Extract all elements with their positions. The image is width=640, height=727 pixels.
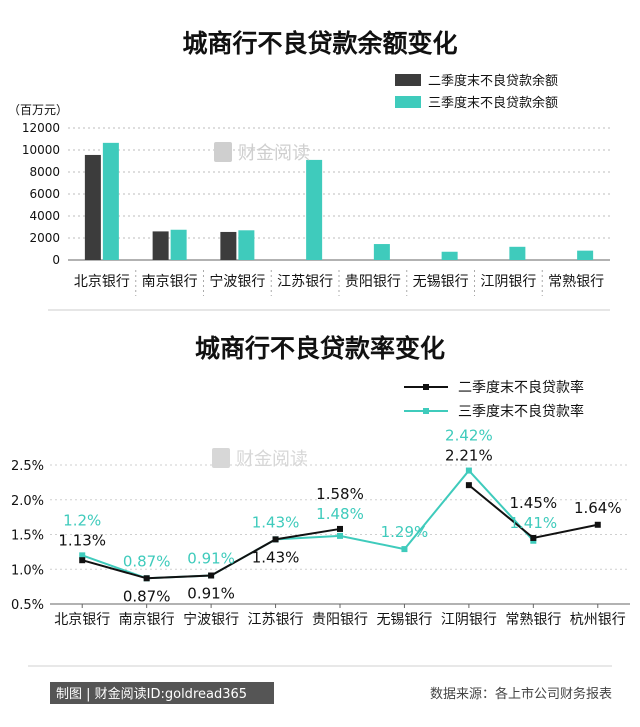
data-label-q2: 1.64%	[574, 499, 622, 517]
bar-q3	[441, 251, 458, 260]
data-point-q2	[272, 536, 279, 543]
bar-y-tick-label: 10000	[22, 143, 60, 157]
bar-y-tick-label: 12000	[22, 121, 60, 135]
line-x-tick-label: 南京银行	[119, 612, 175, 628]
bar-q3	[170, 229, 187, 260]
line-chart: 城商行不良贷款率变化二季度末不良贷款率三季度末不良贷款率0.5%1.0%1.5%…	[11, 334, 630, 628]
legend-swatch-1	[395, 74, 421, 86]
data-point-q2	[530, 534, 537, 541]
data-label-q3: 0.87%	[123, 552, 171, 570]
data-label-q3: 0.91%	[187, 550, 235, 568]
legend-label-1: 二季度末不良贷款率	[458, 379, 584, 396]
data-point-q3	[401, 546, 408, 553]
bar-q2	[220, 231, 237, 260]
data-point-q2	[79, 557, 86, 564]
data-label-q2: 0.87%	[123, 587, 171, 605]
data-label-q3: 1.29%	[381, 523, 429, 541]
data-label-q3: 1.43%	[252, 513, 300, 531]
footer-source-text: 数据来源：各上市公司财务报表	[430, 686, 612, 702]
bar-chart-title: 城商行不良贷款余额变化	[182, 29, 457, 58]
line-chart-title: 城商行不良贷款率变化	[195, 334, 445, 363]
data-label-q2: 1.13%	[58, 531, 106, 549]
line-x-tick-label: 常熟银行	[505, 612, 561, 628]
line-y-tick-label: 0.5%	[11, 598, 44, 613]
legend-label-2: 三季度末不良贷款余额	[428, 95, 558, 111]
line-x-tick-label: 江阴银行	[441, 612, 497, 628]
bar-y-tick-label: 2000	[29, 231, 60, 245]
bar-q3	[509, 246, 526, 260]
bar-x-tick-label: 常熟银行	[548, 274, 604, 290]
bar-q3	[238, 230, 255, 260]
watermark-logo	[214, 142, 232, 162]
data-label-q3: 2.42%	[445, 427, 493, 445]
watermark-text: 财金阅读	[238, 143, 310, 164]
watermark-text: 财金阅读	[236, 449, 308, 470]
bar-x-tick-label: 宁波银行	[209, 273, 265, 290]
bar-q2	[84, 154, 101, 260]
data-label-q3: 1.41%	[510, 514, 558, 532]
bar-q3	[306, 159, 323, 260]
bar-q3	[373, 244, 390, 260]
bar-x-tick-label: 北京银行	[74, 274, 130, 290]
data-label-q2: 2.21%	[445, 447, 493, 465]
footer-credit-box	[50, 682, 274, 704]
bar-y-axis-unit-label: （百万元）	[8, 103, 68, 117]
data-point-q2	[465, 482, 472, 489]
bar-q3	[577, 250, 594, 260]
data-point-q2	[594, 521, 601, 528]
data-point-q3	[337, 532, 343, 539]
bar-x-tick-label: 江阴银行	[480, 274, 536, 290]
line-x-tick-label: 杭州银行	[570, 612, 626, 628]
bar-y-tick-label: 8000	[29, 165, 60, 179]
data-point-q2	[143, 575, 150, 582]
line-y-tick-label: 2.0%	[11, 494, 44, 509]
footer-credit-text: 制图 | 财金阅读ID:goldread365	[56, 686, 247, 702]
bar-y-tick-label: 6000	[29, 187, 60, 201]
bar-x-tick-label: 无锡银行	[413, 274, 469, 290]
legend-marker-2	[423, 408, 429, 414]
bar-x-tick-label: 南京银行	[142, 274, 198, 290]
data-point-q3	[79, 552, 86, 559]
data-label-q2: 1.43%	[252, 548, 300, 566]
bar-y-tick-label: 0	[52, 253, 60, 267]
line-y-tick-label: 2.5%	[11, 459, 44, 474]
bar-x-tick-label: 贵阳银行	[345, 274, 401, 290]
data-label-q3: 1.2%	[63, 511, 101, 529]
legend-marker-1	[423, 384, 429, 390]
legend-label-1: 二季度末不良贷款余额	[428, 73, 558, 89]
line-x-tick-label: 宁波银行	[183, 611, 239, 628]
data-point-q3	[465, 467, 472, 474]
line-y-tick-label: 1.5%	[11, 529, 44, 544]
bar-q2	[152, 231, 169, 260]
legend-swatch-2	[395, 96, 421, 108]
legend-label-2: 三季度末不良贷款率	[458, 403, 584, 420]
data-label-q3: 1.48%	[316, 505, 364, 523]
data-label-q2: 0.91%	[187, 585, 235, 603]
line-x-tick-label: 贵阳银行	[312, 612, 368, 628]
bar-y-tick-label: 4000	[29, 209, 60, 223]
bar-x-tick-label: 江苏银行	[277, 274, 333, 290]
line-x-tick-label: 北京银行	[54, 612, 110, 628]
line-y-tick-label: 1.0%	[11, 563, 44, 578]
bar-q3	[102, 142, 119, 260]
data-label-q2: 1.45%	[510, 494, 558, 512]
line-x-tick-label: 无锡银行	[376, 612, 432, 628]
data-point-q2	[208, 572, 215, 579]
data-point-q2	[337, 525, 343, 532]
data-label-q2: 1.58%	[316, 485, 364, 503]
line-x-tick-label: 江苏银行	[248, 612, 304, 628]
watermark-logo	[212, 448, 230, 468]
